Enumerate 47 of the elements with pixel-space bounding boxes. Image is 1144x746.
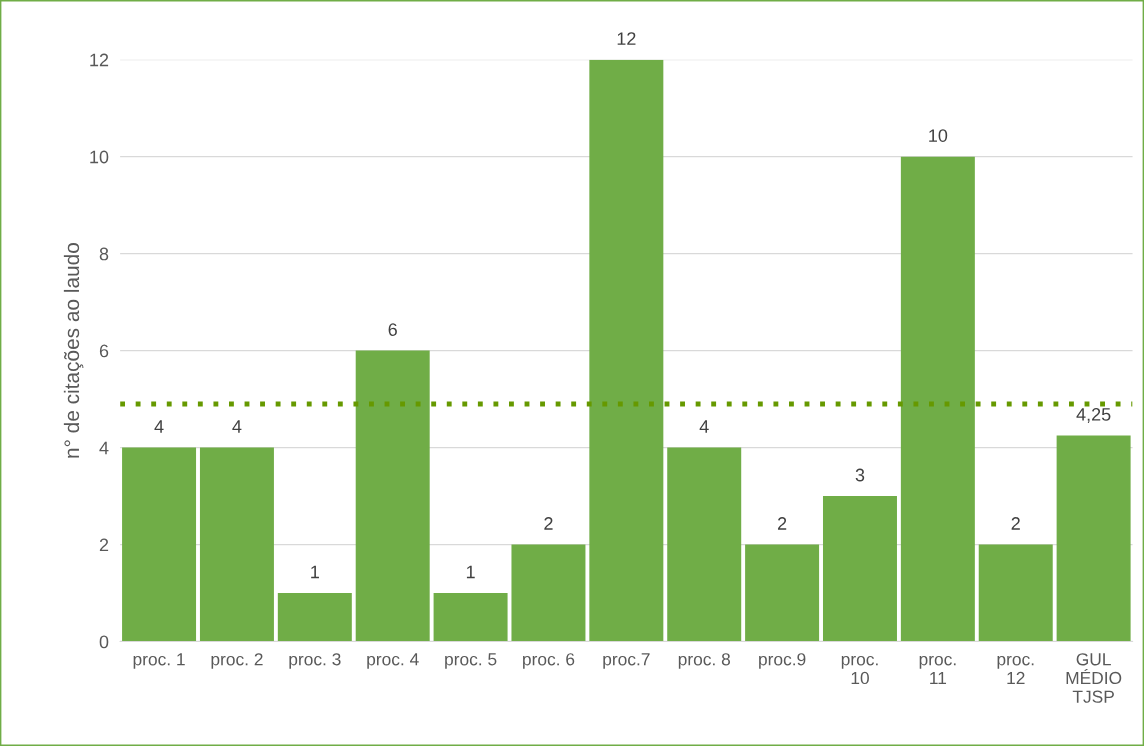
x-tick-label: proc. 10 xyxy=(841,655,878,685)
data-label: 10 xyxy=(929,129,948,142)
bar xyxy=(122,447,197,642)
bar xyxy=(355,350,430,642)
x-tick-label: proc. 5 xyxy=(445,653,497,669)
bar xyxy=(900,156,975,642)
bar xyxy=(277,593,352,642)
bar xyxy=(511,544,586,642)
x-tick-label: proc. 3 xyxy=(289,653,341,669)
data-label: 2 xyxy=(777,517,787,530)
data-label: 4 xyxy=(699,420,709,433)
data-label: 4 xyxy=(154,420,164,433)
bar xyxy=(433,593,508,642)
bar xyxy=(589,59,664,642)
y-tick-label: 12 xyxy=(90,53,109,67)
data-label: 1 xyxy=(311,565,319,579)
data-label: 6 xyxy=(388,323,397,336)
bar xyxy=(978,544,1053,642)
data-label: 1 xyxy=(466,565,475,579)
x-tick-label: proc.9 xyxy=(759,653,806,669)
x-tick-label: proc. 11 xyxy=(919,655,956,684)
bar xyxy=(667,447,742,642)
y-tick-label: 0 xyxy=(99,635,109,649)
data-label: 4,25 xyxy=(1076,408,1111,423)
x-tick-label: GUL MÉDIO TJSP xyxy=(1066,653,1122,703)
x-tick-label: proc.7 xyxy=(603,653,650,669)
x-tick-label: proc. 6 xyxy=(523,653,575,669)
data-label: 12 xyxy=(617,32,636,45)
data-label: 2 xyxy=(544,517,553,530)
data-label: 2 xyxy=(1011,517,1020,530)
data-label: 4 xyxy=(232,420,242,433)
x-tick-label: proc. 1 xyxy=(133,653,185,669)
x-tick-label: proc. 4 xyxy=(367,653,419,669)
x-tick-label: proc. 2 xyxy=(211,653,263,669)
y-tick-label: 4 xyxy=(99,441,109,455)
data-label: 3 xyxy=(855,468,865,482)
y-tick-label: 10 xyxy=(90,150,109,164)
y-tick-label: 8 xyxy=(99,247,109,261)
x-tick-label: proc. 8 xyxy=(678,653,730,669)
y-axis-title: n° de citações ao laudo xyxy=(63,243,84,458)
y-tick-label: 6 xyxy=(99,344,109,358)
bar xyxy=(745,544,820,642)
x-tick-label: proc. 12 xyxy=(997,655,1034,684)
y-tick-label: 2 xyxy=(99,538,109,552)
bar xyxy=(822,496,897,642)
bar xyxy=(1056,435,1131,642)
bar xyxy=(199,447,274,642)
